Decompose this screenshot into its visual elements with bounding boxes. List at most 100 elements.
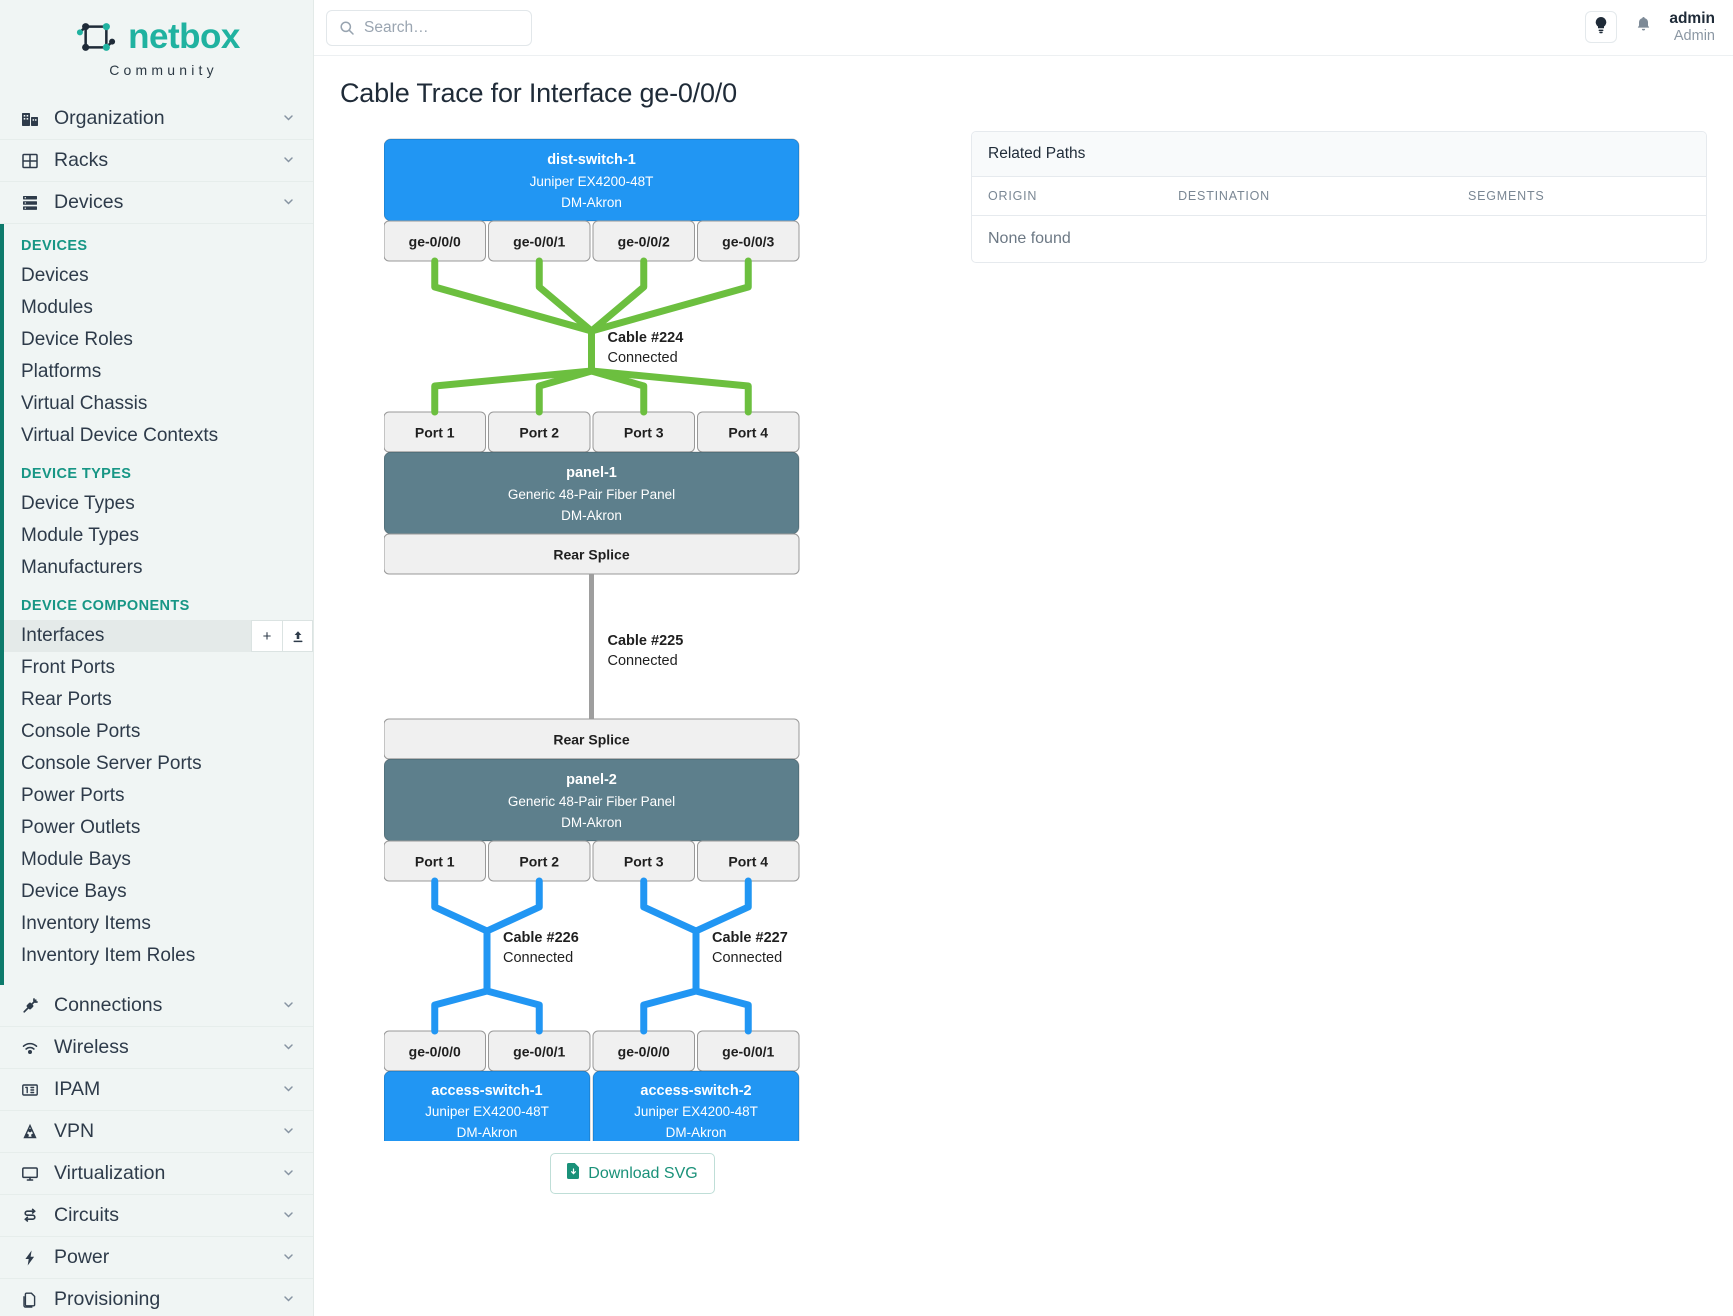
cable-path[interactable] — [588, 367, 752, 416]
sidebar-item-label: Front Ports — [21, 657, 115, 678]
sidebar-group-power[interactable]: Power — [0, 1237, 313, 1279]
cable-path[interactable] — [535, 367, 595, 416]
circuits-icon — [20, 1206, 40, 1226]
sidebar-group-racks[interactable]: Racks — [0, 140, 313, 182]
search-input[interactable] — [364, 18, 519, 37]
trace-node-access-switch-1[interactable] — [384, 1070, 591, 1141]
cable-path[interactable] — [483, 987, 543, 1035]
node-site: DM-Akron — [561, 195, 622, 210]
cable-path[interactable] — [431, 877, 491, 935]
sidebar-group-wireless[interactable]: Wireless — [0, 1027, 313, 1069]
chevron-down-icon — [282, 1124, 295, 1140]
related-paths-column: Related Paths ORIGIN DESTINATION SEGMENTS … — [925, 131, 1707, 263]
vpn-icon — [20, 1122, 40, 1142]
sidebar-item-label: Power Outlets — [21, 817, 141, 838]
sidebar-item-label: Platforms — [21, 361, 102, 382]
node-name: panel-2 — [566, 772, 617, 788]
sidebar-item-interfaces[interactable]: Interfaces + — [4, 620, 313, 652]
empty-message: None found — [988, 230, 1071, 247]
ipam-icon — [20, 1080, 40, 1100]
termination-label: Port 4 — [728, 425, 768, 441]
user-menu[interactable]: admin Admin — [1669, 10, 1715, 45]
sidebar-item-virtual-device-contexts[interactable]: Virtual Device Contexts — [4, 420, 313, 452]
sidebar-item-module-bays[interactable]: Module Bays — [4, 844, 313, 876]
cable-path[interactable] — [431, 257, 595, 335]
sidebar-item-inventory-item-roles[interactable]: Inventory Item Roles — [4, 940, 313, 972]
notifications-button[interactable] — [1630, 12, 1656, 42]
termination-label: Port 3 — [624, 425, 664, 441]
cable-path[interactable] — [431, 367, 595, 416]
sidebar-group-organization[interactable]: Organization — [0, 98, 313, 140]
cable-path[interactable] — [535, 257, 595, 335]
termination-label: ge-0/0/1 — [722, 1044, 774, 1060]
download-svg-button[interactable]: Download SVG — [550, 1153, 715, 1194]
related-paths-title: Related Paths — [972, 132, 1706, 177]
sidebar-item-inventory-items[interactable]: Inventory Items — [4, 908, 313, 940]
sidebar-group-virtualization[interactable]: Virtualization — [0, 1153, 313, 1195]
sidebar-group-provisioning[interactable]: Provisioning — [0, 1279, 313, 1316]
sidebar-item-console-ports[interactable]: Console Ports — [4, 716, 313, 748]
sidebar-group-label: Circuits — [54, 1204, 120, 1226]
sidebar-group-ipam[interactable]: IPAM — [0, 1069, 313, 1111]
chevron-down-icon — [282, 1250, 295, 1266]
cable-path[interactable] — [431, 987, 491, 1035]
sidebar-group-devices[interactable]: Devices — [0, 182, 313, 224]
sidebar-item-label: Power Ports — [21, 785, 125, 806]
sidebar-item-modules[interactable]: Modules — [4, 292, 313, 324]
sidebar-group-connections[interactable]: Connections — [0, 985, 313, 1027]
cable-path[interactable] — [483, 877, 543, 935]
sidebar-item-module-types[interactable]: Module Types — [4, 520, 313, 552]
termination-label: ge-0/0/0 — [618, 1044, 670, 1060]
node-name: access-switch-1 — [431, 1083, 542, 1099]
trace-node-access-switch-2[interactable] — [592, 1070, 800, 1141]
sidebar-item-device-bays[interactable]: Device Bays — [4, 876, 313, 908]
sidebar-top-groups: Organization Racks Devices — [0, 98, 313, 224]
sidebar-item-platforms[interactable]: Platforms — [4, 356, 313, 388]
termination-label: Port 4 — [728, 854, 768, 870]
sidebar-item-manufacturers[interactable]: Manufacturers — [4, 552, 313, 584]
termination-label: Port 1 — [415, 425, 455, 441]
download-svg-label: Download SVG — [588, 1164, 698, 1182]
sidebar-item-power-outlets[interactable]: Power Outlets — [4, 812, 313, 844]
search-icon — [339, 20, 355, 36]
cable-path[interactable] — [588, 257, 648, 335]
chevron-down-icon — [282, 1082, 295, 1098]
sidebar-item-rear-ports[interactable]: Rear Ports — [4, 684, 313, 716]
cable-path[interactable] — [588, 257, 752, 335]
main-area: admin Admin Cable Trace for Interface ge… — [314, 0, 1733, 1316]
cable-path[interactable] — [640, 877, 700, 935]
cable-path[interactable] — [692, 987, 752, 1035]
trace-node-panel-2[interactable] — [384, 758, 800, 842]
content-columns: dist-switch-1 Juniper EX4200-48T DM-Akron g… — [340, 131, 1707, 1194]
file-download-icon — [567, 1163, 580, 1184]
brand-block[interactable]: netbox Community — [0, 0, 313, 88]
termination-label: ge-0/0/0 — [409, 1044, 461, 1060]
table-header-row: ORIGIN DESTINATION SEGMENTS — [972, 177, 1706, 216]
sidebar-item-virtual-chassis[interactable]: Virtual Chassis — [4, 388, 313, 420]
sidebar-item-device-roles[interactable]: Device Roles — [4, 324, 313, 356]
chevron-down-icon — [282, 1208, 295, 1224]
cable-label: Cable #225 — [608, 633, 684, 649]
brand-edition: Community — [109, 62, 218, 78]
rear-splice-label: Rear Splice — [553, 547, 629, 563]
sidebar-item-front-ports[interactable]: Front Ports — [4, 652, 313, 684]
sidebar-item-console-server-ports[interactable]: Console Server Ports — [4, 748, 313, 780]
bell-icon — [1636, 16, 1651, 38]
trace-node-dist-switch-1[interactable] — [384, 138, 800, 222]
trace-column: dist-switch-1 Juniper EX4200-48T DM-Akron g… — [340, 131, 925, 1194]
sidebar-group-vpn[interactable]: VPN — [0, 1111, 313, 1153]
sidebar-item-power-ports[interactable]: Power Ports — [4, 780, 313, 812]
sidebar-item-label: Console Ports — [21, 721, 141, 742]
sidebar-group-circuits[interactable]: Circuits — [0, 1195, 313, 1237]
node-type: Generic 48-Pair Fiber Panel — [508, 487, 675, 502]
search-box[interactable] — [326, 9, 532, 46]
cable-path[interactable] — [692, 877, 752, 935]
cable-path[interactable] — [640, 987, 700, 1035]
import-icon[interactable] — [282, 620, 313, 652]
sidebar-item-device-types[interactable]: Device Types — [4, 488, 313, 520]
wifi-icon — [20, 1038, 40, 1058]
node-site: DM-Akron — [457, 1125, 518, 1140]
sidebar-item-devices[interactable]: Devices — [4, 260, 313, 292]
theme-toggle-button[interactable] — [1585, 11, 1618, 44]
add-icon[interactable]: + — [251, 620, 282, 652]
